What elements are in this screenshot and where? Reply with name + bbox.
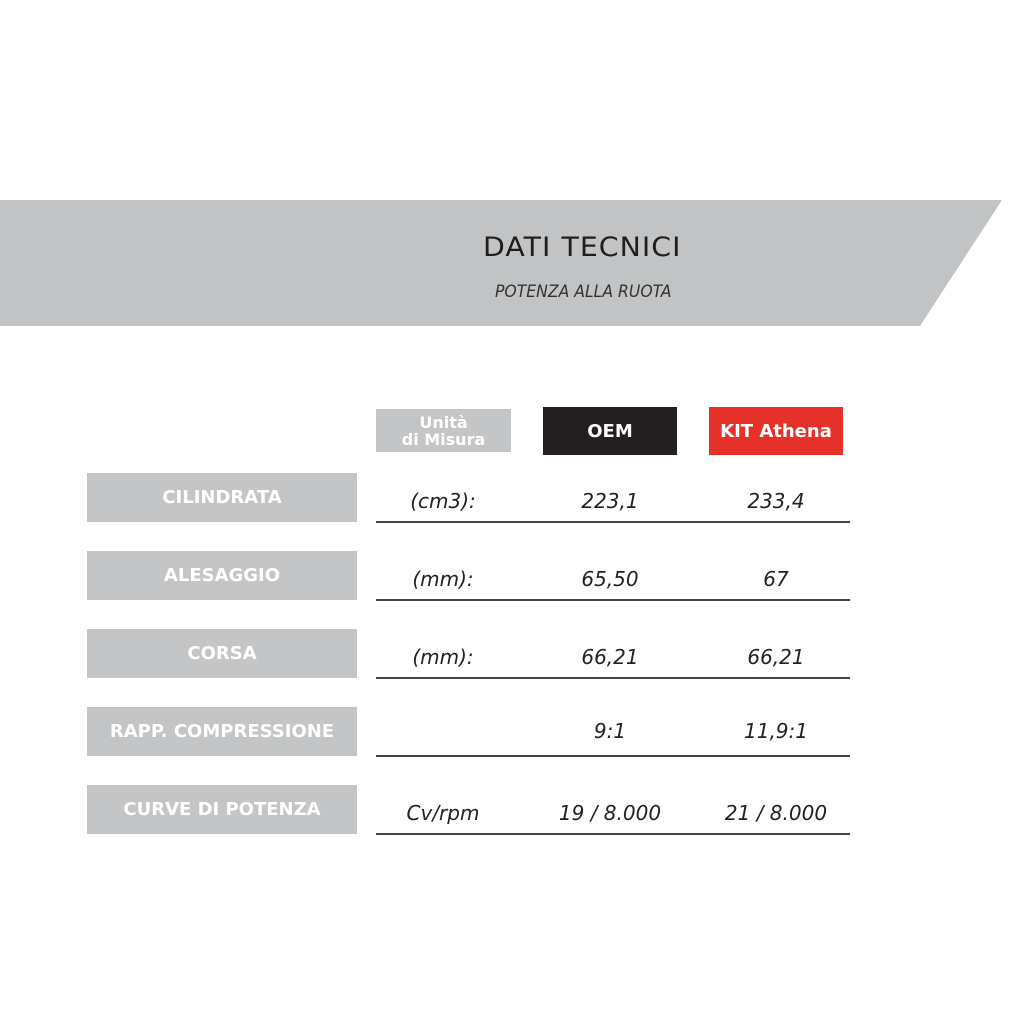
row-kit-value: 233,4 [747, 489, 805, 513]
oem-column-header: OEM [543, 407, 677, 455]
row-oem-value: 65,50 [581, 567, 639, 591]
row-kit-value: 67 [763, 567, 789, 591]
kit-column-header: KIT Athena [709, 407, 843, 455]
row-kit-value: 21 / 8.000 [724, 801, 828, 825]
header-banner [0, 200, 1002, 326]
unit-header-line2: di Misura [401, 429, 486, 449]
row-divider [376, 833, 850, 835]
row-label: CURVE DI POTENZA [87, 785, 357, 834]
page-title: DATI TECNICI [483, 232, 682, 263]
row-kit-value: 11,9:1 [744, 719, 808, 743]
row-divider [376, 521, 850, 523]
row-oem-value: 66,21 [581, 645, 639, 669]
row-label: ALESAGGIO [87, 551, 357, 600]
row-oem-value: 19 / 8.000 [558, 801, 662, 825]
unit-column-header: Unità di Misura [376, 409, 511, 452]
row-oem-value: 223,1 [581, 489, 639, 513]
row-divider [376, 599, 850, 601]
row-label: CILINDRATA [87, 473, 357, 522]
unit-header-line1: Unità [419, 412, 468, 432]
row-kit-value: 66,21 [747, 645, 805, 669]
row-divider [376, 755, 850, 757]
page-subtitle: POTENZA ALLA RUOTA [495, 282, 672, 302]
row-unit: (mm): [412, 567, 474, 591]
row-divider [376, 677, 850, 679]
row-label: RAPP. COMPRESSIONE [87, 707, 357, 756]
row-unit: (cm3): [410, 489, 476, 513]
row-oem-value: 9:1 [593, 719, 627, 743]
row-unit: Cv/rpm [406, 801, 480, 825]
row-label: CORSA [87, 629, 357, 678]
row-unit: (mm): [412, 645, 474, 669]
